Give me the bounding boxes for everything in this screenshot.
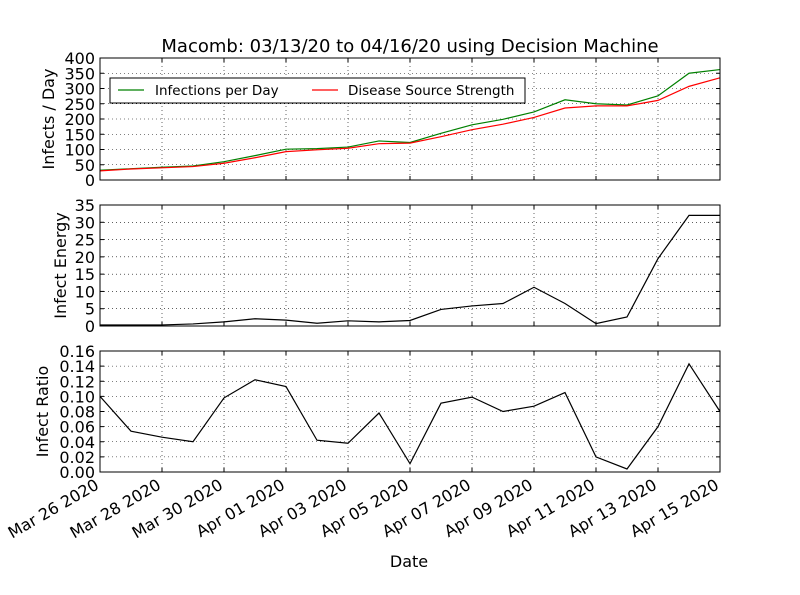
y-axis-label: Infect Energy <box>51 212 70 319</box>
y-tick-label: 0.00 <box>59 463 95 482</box>
axes-frame <box>99 57 721 181</box>
y-tick-label: 250 <box>64 95 95 114</box>
y-tick-label: 0 <box>85 171 95 190</box>
y-tick-label: 350 <box>64 64 95 83</box>
y-tick-label: 0.16 <box>59 342 95 361</box>
y-tick-label: 300 <box>64 80 95 99</box>
y-tick-label: 0.12 <box>59 372 95 391</box>
y-tick-label: 0.14 <box>59 357 95 376</box>
y-tick-label: 5 <box>85 300 95 319</box>
chart-title: Macomb: 03/13/20 to 04/16/20 using Decis… <box>161 36 658 57</box>
y-tick-label: 0 <box>85 317 95 336</box>
legend-label: Disease Source Strength <box>348 83 514 99</box>
y-tick-label: 35 <box>75 196 95 215</box>
y-tick-label: 0.10 <box>59 387 95 406</box>
y-tick-label: 20 <box>75 248 95 267</box>
legend-label: Infections per Day <box>155 83 279 99</box>
legend: Infections per Day Disease Source Strengt… <box>109 77 526 104</box>
series-line-3-1 <box>99 362 721 470</box>
series-line-1-2 <box>99 77 721 172</box>
y-tick-label: 0.04 <box>59 433 95 452</box>
y-tick-label: 50 <box>75 156 95 175</box>
y-tick-label: 30 <box>75 213 95 232</box>
x-axis-label: Date <box>390 552 428 571</box>
y-tick-label: 10 <box>75 282 95 301</box>
y-tick-label: 200 <box>64 110 95 129</box>
axes-frame <box>99 350 721 473</box>
y-tick-label: 15 <box>75 265 95 284</box>
axes-frame <box>99 204 721 327</box>
panel-3: 0.000.020.040.060.080.100.120.140.16 Infe… <box>33 342 721 482</box>
y-tick-label: 100 <box>64 141 95 160</box>
y-tick-label: 0.08 <box>59 403 95 422</box>
y-tick-label: 0.02 <box>59 448 95 467</box>
y-tick-label: 25 <box>75 231 95 250</box>
y-axis-label: Infect Ratio <box>33 366 52 458</box>
y-tick-label: 400 <box>64 49 95 68</box>
y-axis-label: Infects / Day <box>39 69 58 170</box>
y-tick-label: 150 <box>64 125 95 144</box>
series-line-2-1 <box>100 214 720 326</box>
y-tick-label: 0.06 <box>59 418 95 437</box>
